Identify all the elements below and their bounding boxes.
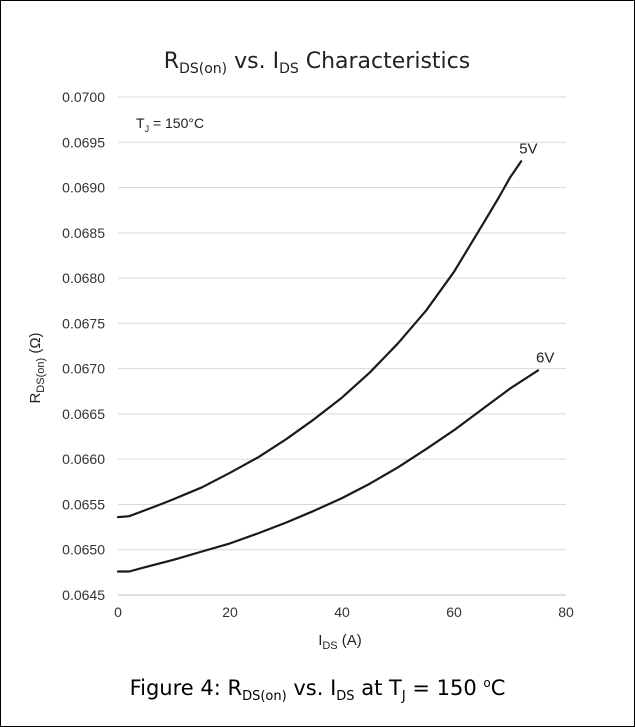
gridlines [118,96,566,551]
x-tick-label: 20 [222,604,238,620]
x-tick-label: 40 [334,604,350,620]
y-tick-label: 0.0655 [62,496,105,512]
x-tick-label: 60 [446,604,462,620]
x-tick-label: 80 [558,604,574,620]
y-tick-label: 0.0665 [62,406,105,422]
temperature-annotation: TJ = 150°C [136,115,204,134]
series-label-6v: 6V [536,349,554,366]
y-tick-label: 0.0680 [62,270,105,286]
series-line-6v [116,369,540,573]
series-label-5v: 5V [519,140,537,157]
y-tick-label: 0.0650 [62,542,105,558]
x-tick-labels: 0 20 40 60 80 [114,604,574,620]
y-axis-label: RDS(on) (Ω) [27,332,47,403]
figure-caption: Figure 4: RDS(on) vs. IDS at TJ = 150 oC [129,676,506,705]
series-lines [116,160,540,573]
y-tick-label: 0.0660 [62,451,105,467]
x-axis-label: IDS (A) [318,632,362,652]
series-line-5v [116,160,523,519]
y-tick-label: 0.0645 [62,587,105,603]
y-tick-label: 0.0670 [62,361,105,377]
y-tick-label: 0.0700 [62,89,105,105]
y-tick-label: 0.0690 [62,180,105,196]
y-tick-label: 0.0675 [62,315,105,331]
x-tick-label: 0 [114,604,122,620]
y-tick-label: 0.0695 [62,134,105,150]
y-tick-label: 0.0685 [62,225,105,241]
series-labels: 5V 6V [519,140,554,366]
y-tick-labels: 0.0645 0.0650 0.0655 0.0660 0.0665 0.0670 0.06… [62,89,105,603]
chart-title: RDS(on) vs. IDS Characteristics [164,49,470,77]
